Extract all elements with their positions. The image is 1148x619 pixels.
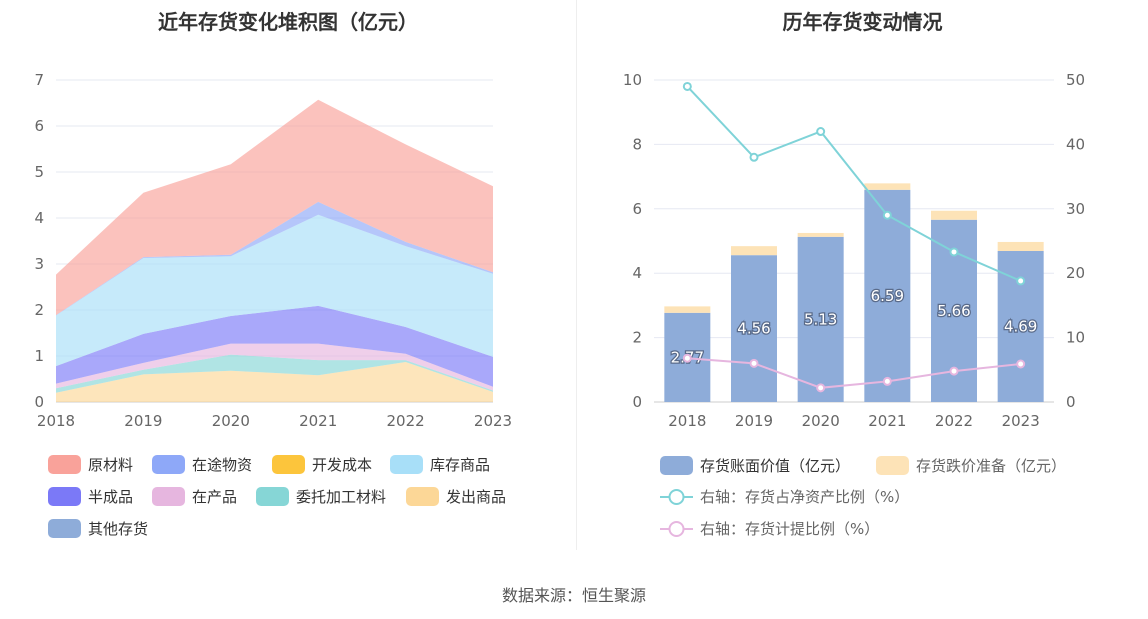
bar-value-label: 4.69 bbox=[1004, 317, 1037, 335]
area-委托加工材料 bbox=[56, 354, 493, 393]
legend-label-委托加工材料: 委托加工材料 bbox=[296, 488, 386, 506]
right-y2-tick-label: 50 bbox=[1066, 71, 1085, 89]
legend-label-其他存货: 其他存货 bbox=[88, 520, 148, 538]
bar-impairment-provision bbox=[731, 246, 777, 256]
right-y-tick-label: 4 bbox=[632, 264, 642, 282]
area-半成品 bbox=[56, 305, 493, 387]
legend-swatch-在途物资 bbox=[152, 455, 185, 474]
right-y2-tick-label: 30 bbox=[1066, 200, 1085, 218]
bar-book-value bbox=[797, 236, 844, 402]
right-y-tick-label: 6 bbox=[632, 200, 642, 218]
left-x-tick-label: 2022 bbox=[387, 412, 425, 430]
left-y-tick-label: 6 bbox=[34, 117, 44, 135]
legend-label-impairment: 存货跌价准备（亿元） bbox=[916, 457, 1066, 475]
left-y-tick-label: 1 bbox=[34, 347, 44, 365]
area-发出商品 bbox=[56, 362, 493, 402]
legend-label-发出商品: 发出商品 bbox=[446, 488, 506, 506]
bar-value-label: 6.59 bbox=[871, 287, 904, 305]
right-y2-tick-label: 10 bbox=[1066, 329, 1085, 347]
line-point-1 bbox=[882, 376, 892, 386]
right-x-tick-label: 2020 bbox=[802, 412, 840, 430]
line-point-0 bbox=[1016, 276, 1026, 286]
bar-impairment-provision bbox=[664, 306, 711, 313]
legend-label-原材料: 原材料 bbox=[88, 456, 133, 474]
left-y-tick-label: 4 bbox=[34, 209, 44, 227]
right-x-tick-label: 2021 bbox=[868, 412, 906, 430]
left-y-tick-label: 7 bbox=[34, 71, 44, 89]
left-x-tick-label: 2021 bbox=[299, 412, 337, 430]
bar-value-label: 5.13 bbox=[804, 310, 837, 328]
line-point-0 bbox=[882, 210, 892, 220]
legend-swatch-委托加工材料 bbox=[256, 487, 289, 506]
bar-value-label: 4.56 bbox=[737, 320, 770, 338]
legend-label-开发成本: 开发成本 bbox=[312, 456, 372, 474]
legend-marker-0 bbox=[668, 489, 685, 505]
line-point-1 bbox=[1016, 359, 1026, 369]
legend-swatch-原材料 bbox=[48, 455, 81, 474]
right-y-tick-label: 2 bbox=[632, 329, 642, 347]
bar-value-label: 5.66 bbox=[937, 302, 970, 320]
right-y-tick-label: 10 bbox=[623, 71, 642, 89]
left-y-tick-label: 5 bbox=[34, 163, 44, 181]
legend-marker-1 bbox=[668, 521, 685, 537]
area-原材料 bbox=[56, 99, 493, 316]
left-x-tick-label: 2020 bbox=[212, 412, 250, 430]
line-point-1 bbox=[949, 366, 959, 376]
right-y2-tick-label: 20 bbox=[1066, 264, 1085, 282]
legend-label-line-1: 右轴：存货计提比例（%） bbox=[700, 520, 879, 538]
bar-book-value bbox=[997, 250, 1044, 402]
right-y-tick-label: 8 bbox=[632, 135, 642, 153]
legend-label-在途物资: 在途物资 bbox=[192, 456, 252, 474]
bar-impairment-provision bbox=[931, 210, 977, 220]
left-y-tick-label: 2 bbox=[34, 301, 44, 319]
bar-impairment-provision bbox=[864, 183, 911, 190]
data-source-text: 数据来源：恒生聚源 bbox=[501, 586, 646, 605]
right-x-tick-label: 2022 bbox=[935, 412, 973, 430]
legend-swatch-库存商品 bbox=[390, 455, 423, 474]
legend-swatch-半成品 bbox=[48, 487, 81, 506]
line-point-0 bbox=[749, 152, 759, 162]
left-y-tick-label: 0 bbox=[34, 393, 44, 411]
right-y2-tick-label: 40 bbox=[1066, 135, 1085, 153]
legend-label-book-value: 存货账面价值（亿元） bbox=[700, 457, 850, 475]
right-y-tick-label: 0 bbox=[632, 393, 642, 411]
line-point-1 bbox=[682, 353, 692, 363]
right-x-tick-label: 2019 bbox=[735, 412, 773, 430]
left-y-tick-label: 3 bbox=[34, 255, 44, 273]
right-x-tick-label: 2023 bbox=[1002, 412, 1040, 430]
panel-divider bbox=[576, 0, 577, 550]
area-在产品 bbox=[56, 343, 493, 391]
legend-label-半成品: 半成品 bbox=[88, 488, 133, 506]
line-point-0 bbox=[816, 127, 826, 137]
legend-label-库存商品: 库存商品 bbox=[430, 456, 490, 474]
line-point-0 bbox=[682, 81, 692, 91]
line-point-0 bbox=[949, 247, 959, 257]
left-x-tick-label: 2019 bbox=[124, 412, 162, 430]
bar-impairment-provision bbox=[797, 232, 844, 237]
charts-canvas: 012345672018 2019 2020 2021 2022 2023原材料 在途物资开… bbox=[34, 71, 1085, 538]
legend-swatch-在产品 bbox=[152, 487, 185, 506]
left-x-tick-label: 2018 bbox=[37, 412, 75, 430]
legend-swatch-开发成本 bbox=[272, 455, 305, 474]
right-x-tick-label: 2018 bbox=[668, 412, 706, 430]
line-point-1 bbox=[749, 358, 759, 368]
legend-swatch-book-value bbox=[660, 456, 693, 475]
line-series-0 bbox=[686, 85, 1022, 282]
right-chart-title: 历年存货变动情况 bbox=[782, 10, 943, 34]
bar-book-value bbox=[864, 189, 911, 402]
left-x-tick-label: 2023 bbox=[474, 412, 512, 430]
bar-impairment-provision bbox=[997, 241, 1044, 251]
left-chart-title: 近年存货变化堆积图（亿元） bbox=[158, 10, 418, 34]
bar-book-value bbox=[731, 255, 777, 402]
legend-swatch-其他存货 bbox=[48, 519, 81, 538]
line-series-1 bbox=[687, 357, 1021, 389]
line-point-1 bbox=[816, 383, 826, 393]
legend-label-line-0: 右轴：存货占净资产比例（%） bbox=[700, 488, 909, 506]
legend-label-在产品: 在产品 bbox=[192, 488, 237, 506]
right-y2-tick-label: 0 bbox=[1066, 393, 1076, 411]
legend-swatch-发出商品 bbox=[406, 487, 439, 506]
area-库存商品 bbox=[56, 214, 493, 367]
legend-swatch-impairment bbox=[876, 456, 909, 475]
